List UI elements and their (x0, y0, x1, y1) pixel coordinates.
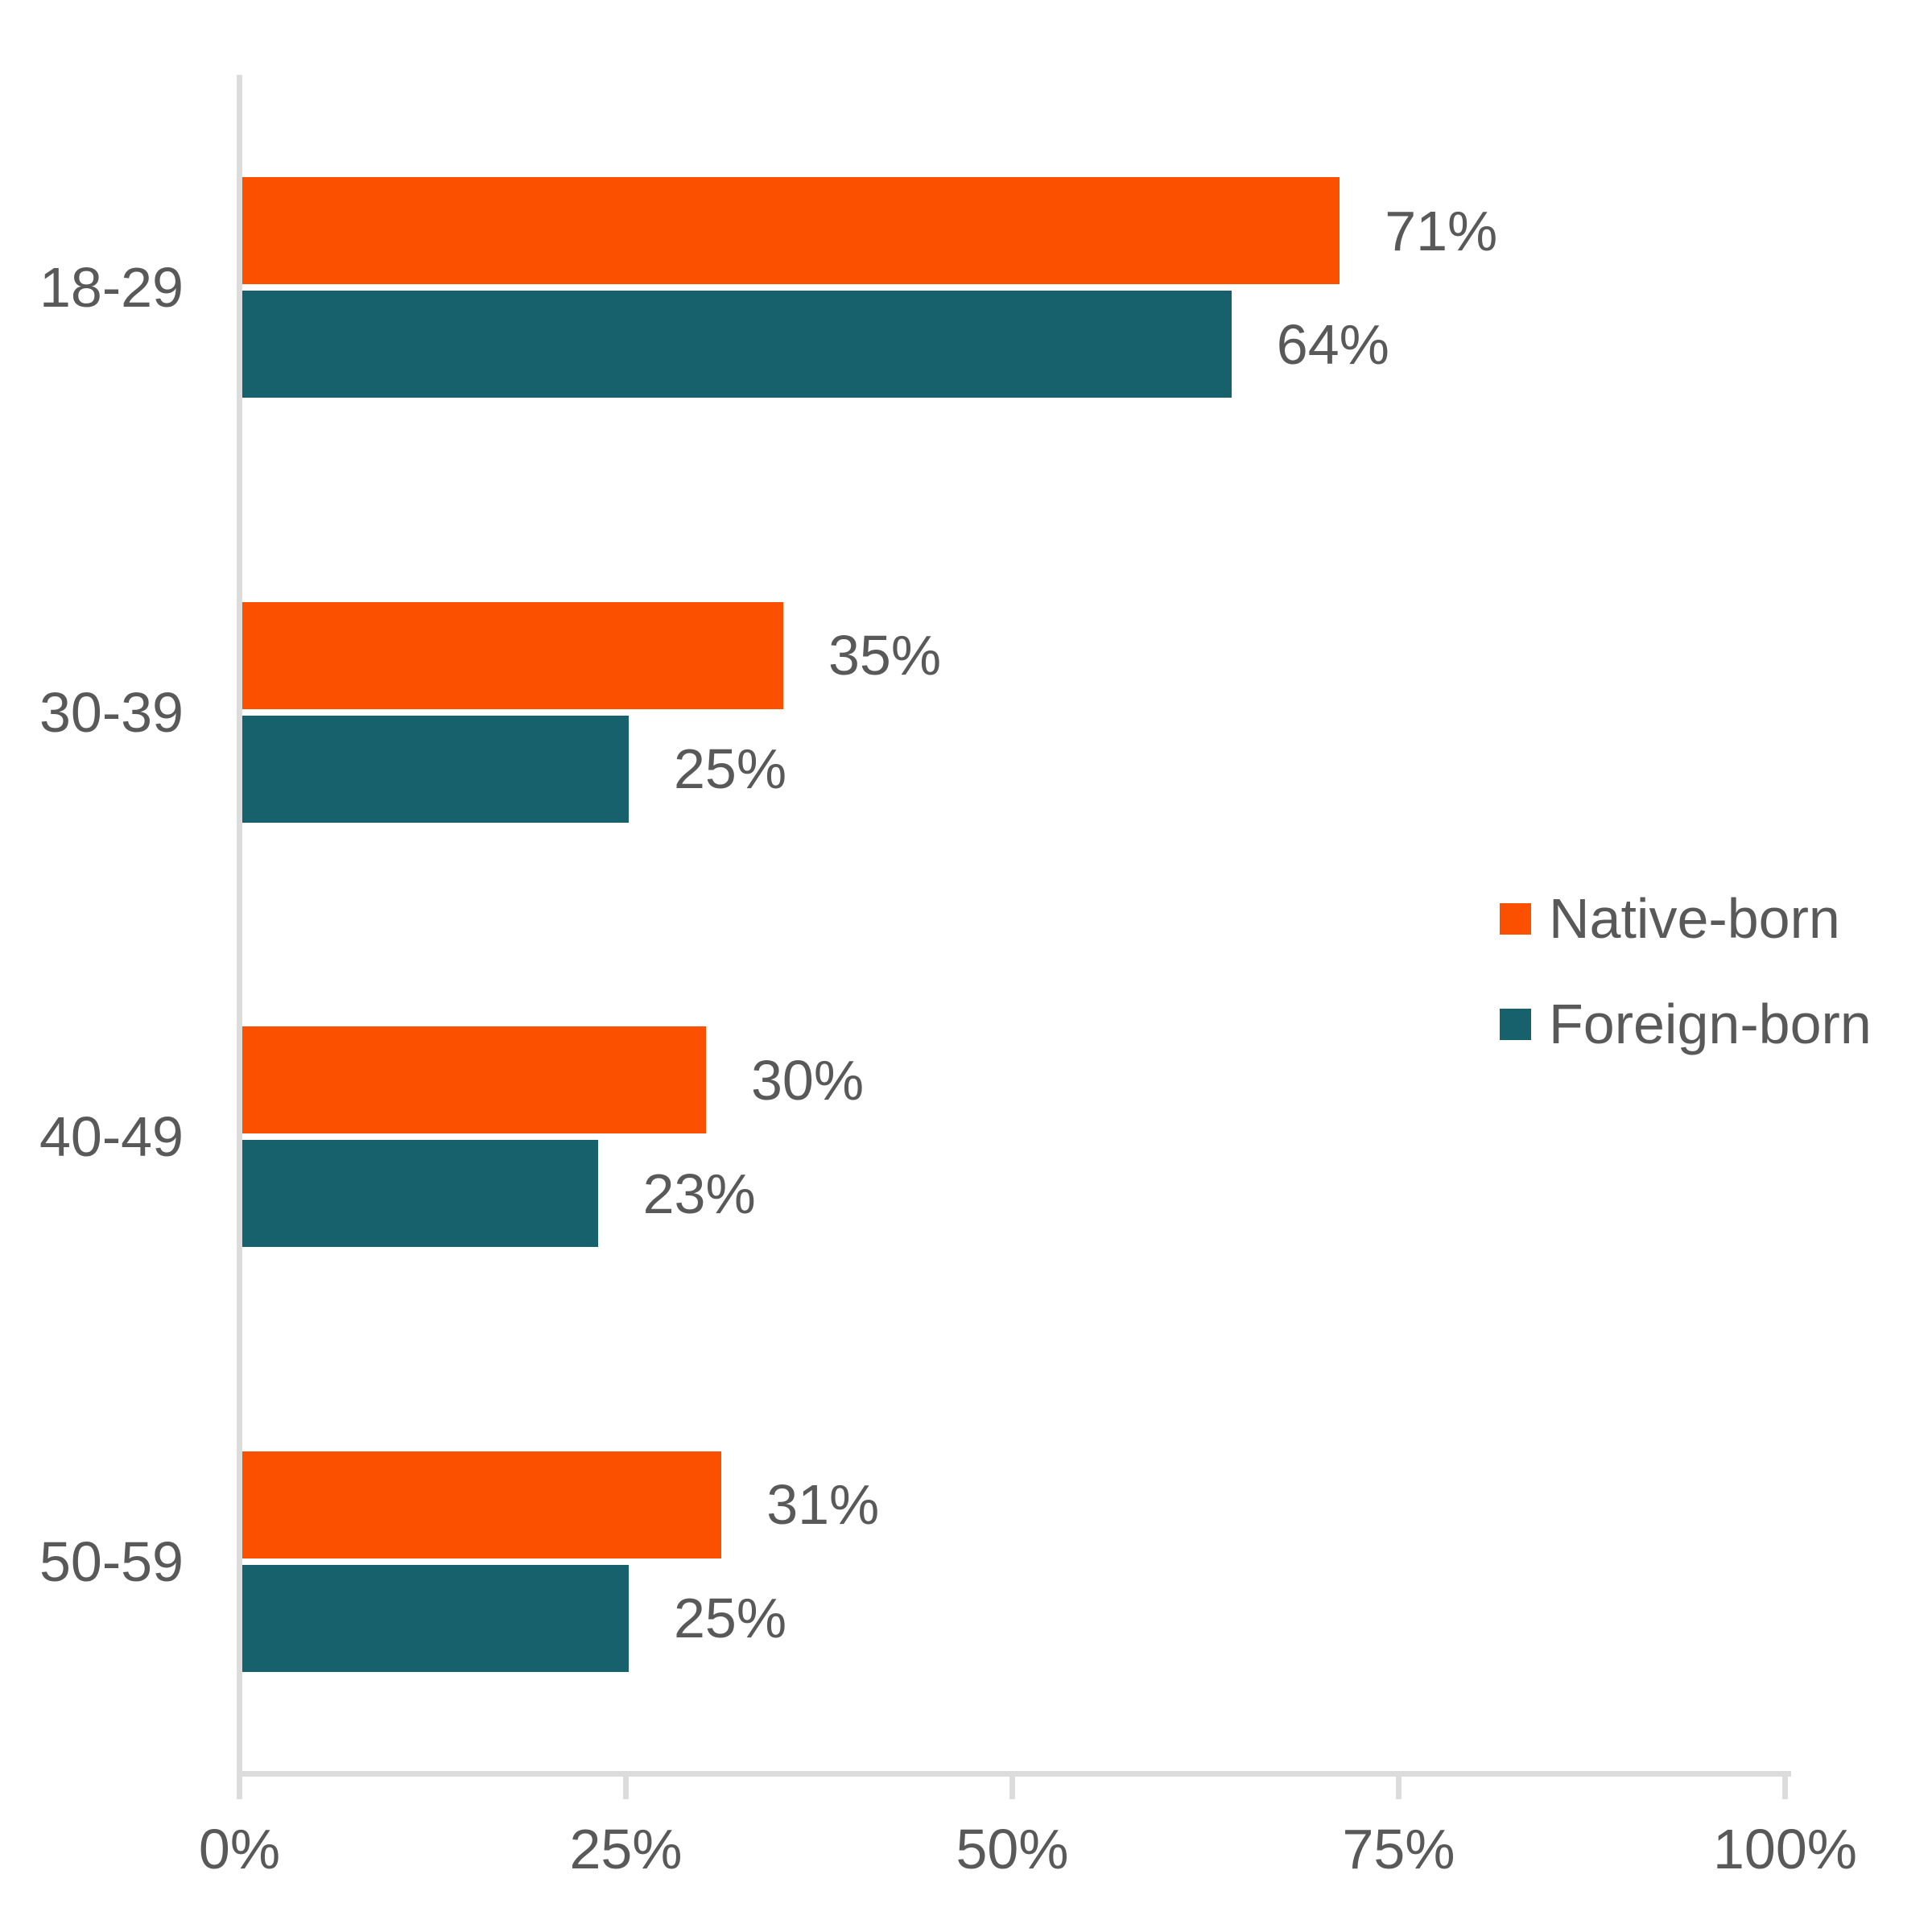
value-label-native-born-30-39: 35% (828, 624, 942, 687)
legend-swatch-foreign-born-icon (1500, 1008, 1531, 1040)
x-axis-tick-label-100%: 100% (1712, 1818, 1858, 1880)
legend-item-native-born: Native-born (1500, 890, 1840, 947)
value-label-native-born-40-49: 30% (751, 1048, 865, 1112)
bar-foreign-born-50-59 (242, 1564, 629, 1672)
x-axis-tick-label-0%: 0% (198, 1818, 281, 1880)
value-label-native-born-50-59: 31% (766, 1473, 880, 1536)
legend-item-foreign-born: Foreign-born (1500, 995, 1872, 1053)
value-label-foreign-born-40-49: 23% (642, 1162, 756, 1225)
legend-label-foreign-born: Foreign-born (1549, 993, 1872, 1055)
x-axis-tick-0% (237, 1777, 242, 1799)
bar-native-born-40-49 (242, 1026, 706, 1133)
x-axis-tick-100% (1782, 1777, 1788, 1799)
legend-swatch-native-born-icon (1500, 902, 1531, 935)
x-axis-tick-25% (623, 1777, 629, 1799)
value-label-native-born-18-29: 71% (1385, 199, 1498, 262)
y-axis-line (237, 75, 242, 1771)
x-axis-tick-50% (1009, 1777, 1015, 1799)
x-axis-tick-label-75%: 75% (1342, 1818, 1455, 1880)
category-label-50-59: 50-59 (39, 1530, 184, 1593)
bar-foreign-born-30-39 (242, 715, 629, 823)
value-label-foreign-born-30-39: 25% (674, 737, 787, 800)
x-axis-tick-label-25%: 25% (569, 1818, 683, 1880)
bar-native-born-50-59 (242, 1451, 722, 1558)
category-label-30-39: 30-39 (39, 680, 184, 744)
legend-label-native-born: Native-born (1549, 887, 1840, 950)
x-axis-tick-label-50%: 50% (956, 1818, 1069, 1880)
x-axis-line (237, 1771, 1791, 1777)
bar-foreign-born-18-29 (242, 291, 1232, 398)
category-label-18-29: 18-29 (39, 256, 184, 319)
bar-native-born-30-39 (242, 601, 783, 709)
bar-native-born-18-29 (242, 177, 1340, 284)
x-axis-tick-75% (1396, 1777, 1402, 1799)
value-label-foreign-born-18-29: 64% (1276, 312, 1389, 376)
bar-foreign-born-40-49 (242, 1140, 598, 1247)
value-label-foreign-born-50-59: 25% (674, 1587, 787, 1649)
category-label-40-49: 40-49 (39, 1105, 184, 1168)
